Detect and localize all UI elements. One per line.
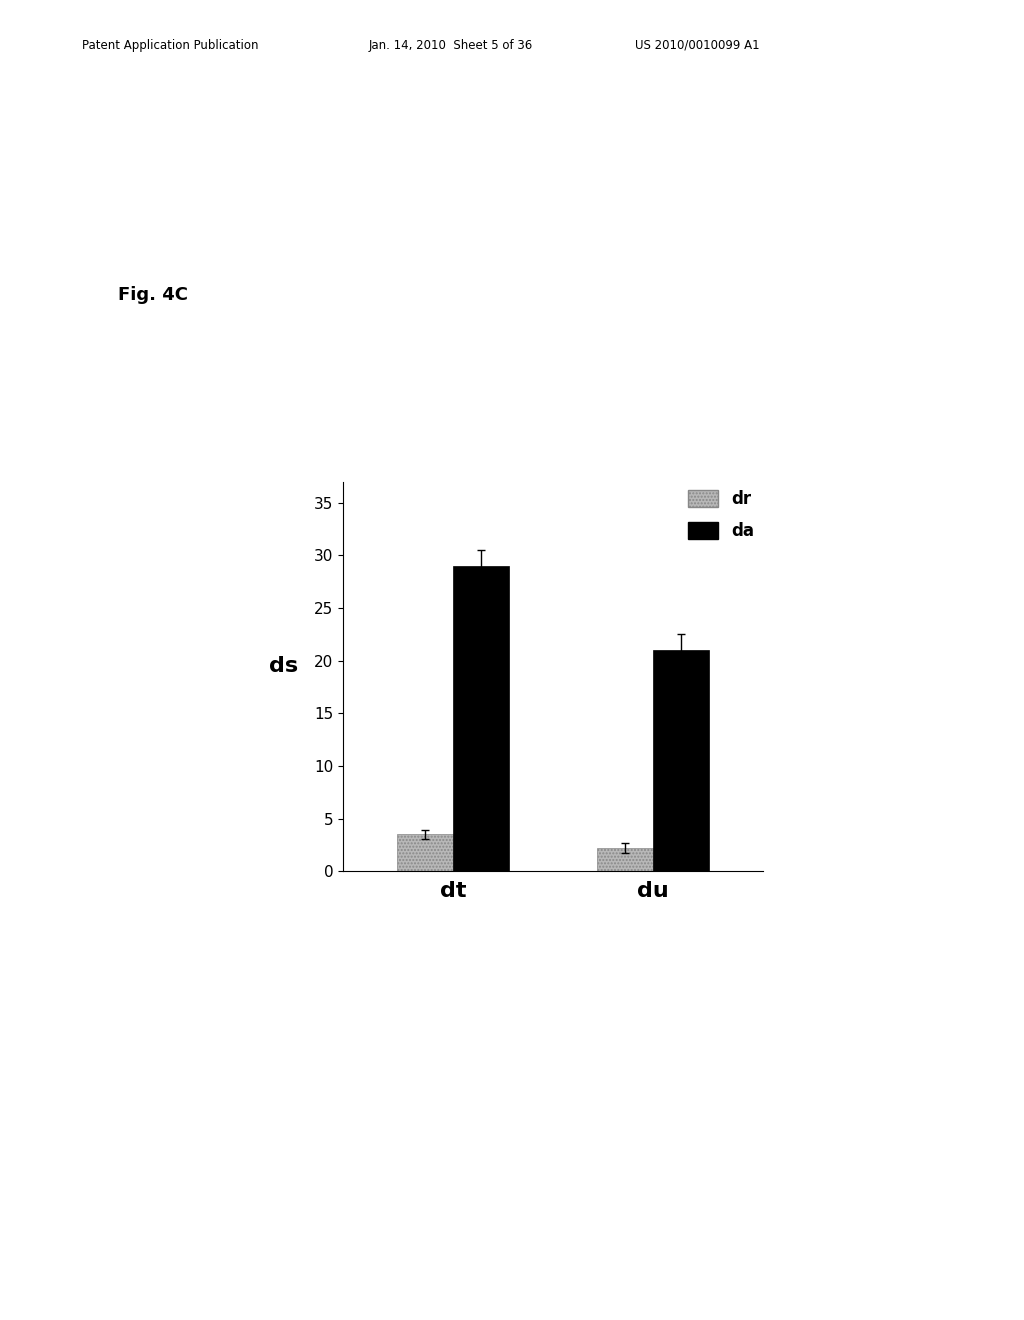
- Text: Jan. 14, 2010  Sheet 5 of 36: Jan. 14, 2010 Sheet 5 of 36: [369, 38, 532, 51]
- Y-axis label: ds: ds: [269, 656, 298, 676]
- Text: Patent Application Publication: Patent Application Publication: [82, 38, 258, 51]
- Bar: [597, 847, 653, 871]
- Text: Fig. 4C: Fig. 4C: [118, 285, 187, 304]
- Text: US 2010/0010099 A1: US 2010/0010099 A1: [635, 38, 760, 51]
- Bar: [653, 651, 709, 871]
- Legend: dr, da: dr, da: [688, 490, 755, 540]
- Bar: [453, 566, 509, 871]
- Bar: [397, 834, 453, 871]
